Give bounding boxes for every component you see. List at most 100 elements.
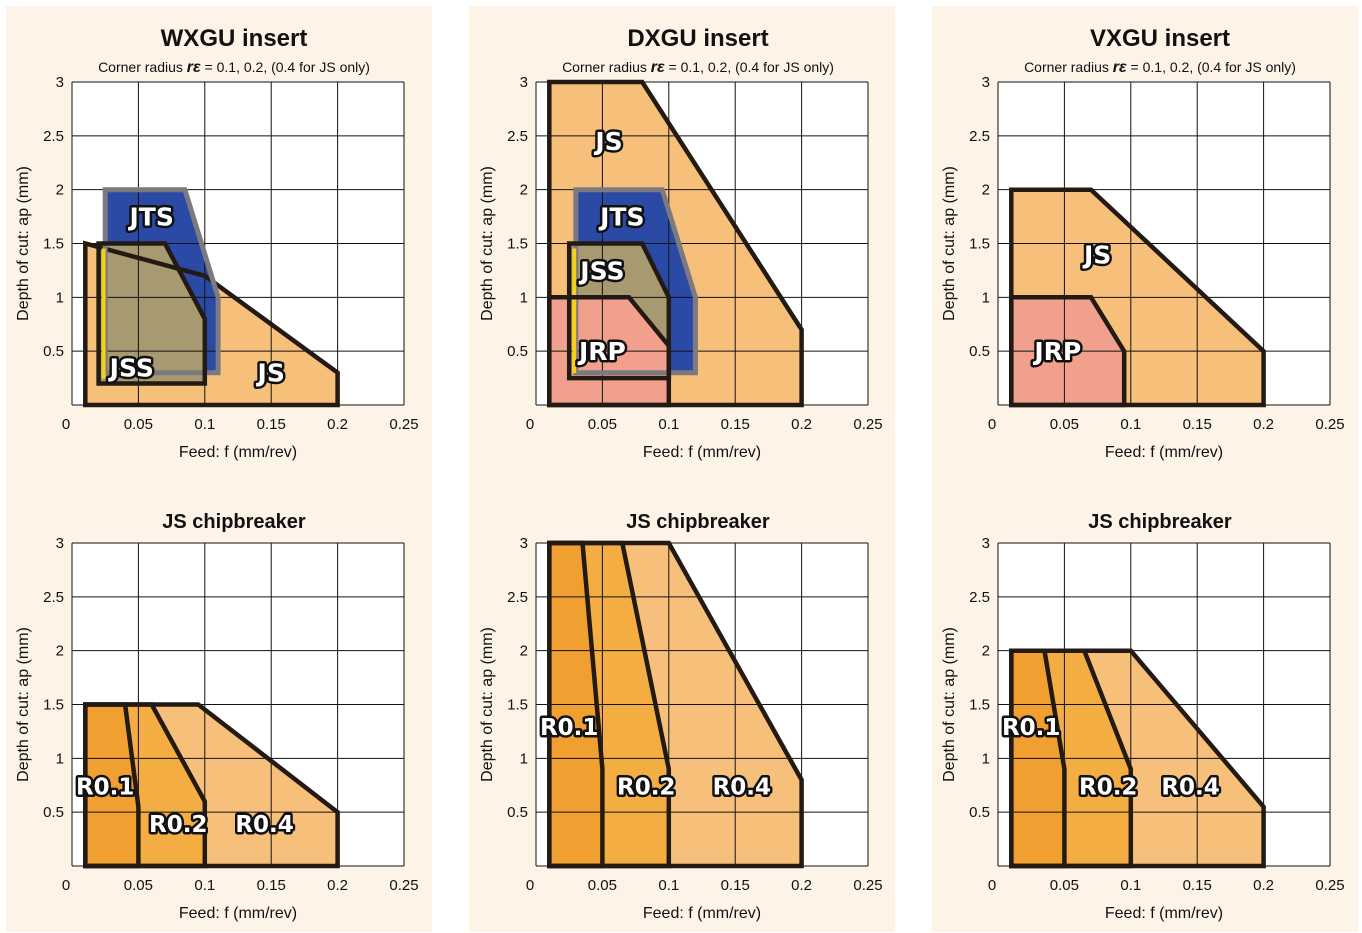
chart-1: 0 0.05 0.1 0.15 0.2 0.25 0.5 1 1.5 2 2.5 3 Feed: f (… — [479, 25, 883, 461]
region-label-js: JS — [593, 127, 622, 156]
y-tick-label: 2 — [982, 643, 990, 660]
region-label-r02: R0.2 — [1079, 774, 1137, 800]
x-axis-label: Feed: f (mm/rev) — [179, 444, 297, 461]
region-r01 — [85, 704, 139, 866]
region-outline — [547, 295, 672, 408]
y-tick-label: 3 — [56, 535, 64, 552]
y-tick-label: 0.5 — [43, 804, 64, 821]
x-tick-label: 0.1 — [194, 877, 215, 894]
y-axis-label: Depth of cut: ap (mm) — [941, 166, 958, 321]
y-tick-label: 1.5 — [969, 697, 990, 714]
region-label-r04: R0.4 — [1161, 774, 1219, 800]
y-tick-label: 1.5 — [507, 697, 528, 714]
y-tick-label: 1 — [56, 750, 64, 767]
y-tick-label: 1.5 — [969, 236, 990, 253]
x-tick-label: 0.15 — [721, 877, 750, 894]
y-tick-label: 1.5 — [507, 236, 528, 253]
y-tick-label: 1.5 — [43, 236, 64, 253]
y-tick-label: 2 — [56, 643, 64, 660]
x-tick-label: 0.2 — [327, 416, 348, 433]
x-tick-label: 0.05 — [1050, 877, 1079, 894]
region-outline — [547, 540, 605, 869]
y-tick-label: 2 — [520, 182, 528, 199]
x-tick-label: 0.05 — [124, 416, 153, 433]
y-tick-label: 2.5 — [43, 128, 64, 145]
region-label-jss: JSS — [578, 256, 624, 285]
y-tick-label: 2 — [56, 182, 64, 199]
region-outline — [1009, 187, 1266, 408]
y-tick-label: 1 — [982, 289, 990, 306]
x-tick-label: 0.25 — [389, 877, 418, 894]
chart-2: 0 0.05 0.1 0.15 0.2 0.25 0.5 1 1.5 2 2.5 3 Feed: f (… — [941, 25, 1345, 461]
y-tick-label: 1 — [520, 750, 528, 767]
x-tick-label: 0.2 — [791, 877, 812, 894]
y-tick-label: 0.5 — [969, 343, 990, 360]
x-tick-label: 0.25 — [1315, 416, 1344, 433]
x-tick-label: 0.2 — [1253, 877, 1274, 894]
y-tick-label: 1 — [982, 750, 990, 767]
x-axis-label: Feed: f (mm/rev) — [1105, 444, 1223, 461]
region-outline — [1009, 648, 1067, 869]
x-tick-label: 0.25 — [389, 416, 418, 433]
x-tick-label: 0.15 — [257, 877, 286, 894]
chart-title: DXGU insert — [627, 25, 768, 52]
region-label-r01: R0.1 — [540, 715, 598, 741]
chart-4: 0 0.05 0.1 0.15 0.2 0.25 0.5 1 1.5 2 2.5 3 Feed: f (… — [479, 511, 883, 922]
x-tick-label: 0.1 — [1120, 877, 1141, 894]
y-tick-label: 1 — [56, 289, 64, 306]
x-tick-label: 0 — [526, 416, 534, 433]
x-tick-label: 0.15 — [1183, 877, 1212, 894]
chart-subtitle: Corner radius rε = 0.1, 0.2, (0.4 for JS… — [98, 59, 370, 76]
region-label-jss: JSS — [108, 353, 154, 382]
region-label-jts: JTS — [598, 203, 644, 232]
y-tick-label: 2.5 — [969, 128, 990, 145]
x-tick-label: 0.05 — [1050, 416, 1079, 433]
region-label-jrp: JRP — [577, 337, 626, 366]
chart-subtitle: Corner radius rε = 0.1, 0.2, (0.4 for JS… — [1024, 59, 1296, 76]
region-label-r01: R0.1 — [76, 774, 134, 800]
y-tick-label: 2.5 — [507, 589, 528, 606]
region-label-r02: R0.2 — [617, 774, 675, 800]
y-tick-label: 3 — [982, 535, 990, 552]
region-label-r01: R0.1 — [1002, 715, 1060, 741]
y-tick-label: 1.5 — [43, 697, 64, 714]
x-tick-label: 0.15 — [257, 416, 286, 433]
y-tick-label: 2.5 — [507, 128, 528, 145]
chart-0: 0 0.05 0.1 0.15 0.2 0.25 0.5 1 1.5 2 2.5 3 Feed: f (… — [15, 25, 419, 461]
x-tick-label: 0.05 — [588, 416, 617, 433]
y-tick-label: 2.5 — [43, 589, 64, 606]
region-outline — [1009, 295, 1127, 408]
y-tick-label: 0.5 — [507, 804, 528, 821]
y-tick-label: 1 — [520, 289, 528, 306]
region-label-r04: R0.4 — [713, 774, 771, 800]
x-tick-label: 0.1 — [658, 416, 679, 433]
y-tick-label: 2 — [982, 182, 990, 199]
region-label-r04: R0.4 — [235, 812, 293, 838]
x-tick-label: 0.2 — [1253, 416, 1274, 433]
region-jss — [98, 243, 205, 384]
y-tick-label: 3 — [982, 74, 990, 91]
y-axis-label: Depth of cut: ap (mm) — [15, 166, 32, 321]
y-axis-label: Depth of cut: ap (mm) — [15, 627, 32, 782]
chart-title: JS chipbreaker — [162, 511, 306, 533]
x-tick-label: 0.1 — [658, 877, 679, 894]
y-tick-label: 3 — [520, 535, 528, 552]
x-tick-label: 0 — [526, 877, 534, 894]
x-tick-label: 0.15 — [721, 416, 750, 433]
x-axis-label: Feed: f (mm/rev) — [643, 444, 761, 461]
region-label-js: JS — [256, 359, 285, 388]
x-tick-label: 0 — [988, 416, 996, 433]
y-axis-label: Depth of cut: ap (mm) — [479, 166, 496, 321]
x-tick-label: 0 — [62, 877, 70, 894]
x-axis-label: Feed: f (mm/rev) — [1105, 905, 1223, 922]
x-tick-label: 0.2 — [327, 877, 348, 894]
x-tick-label: 0.05 — [124, 877, 153, 894]
y-tick-label: 0.5 — [507, 343, 528, 360]
y-axis-label: Depth of cut: ap (mm) — [479, 627, 496, 782]
y-axis-label: Depth of cut: ap (mm) — [941, 627, 958, 782]
chart-title: WXGU insert — [161, 25, 308, 52]
region-label-r02: R0.2 — [149, 812, 207, 838]
region-label-jts: JTS — [127, 203, 173, 232]
x-axis-label: Feed: f (mm/rev) — [643, 905, 761, 922]
